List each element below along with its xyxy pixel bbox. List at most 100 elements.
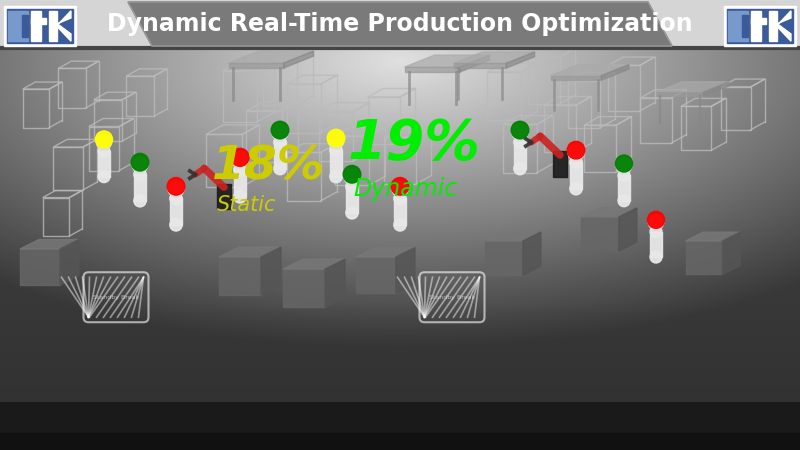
Bar	[686, 241, 722, 274]
Polygon shape	[619, 208, 637, 251]
Bar	[584, 125, 616, 172]
Polygon shape	[523, 232, 541, 275]
Circle shape	[330, 171, 342, 183]
Circle shape	[274, 136, 286, 149]
Bar	[53, 147, 83, 190]
Circle shape	[170, 219, 182, 231]
Bar	[721, 87, 751, 130]
Circle shape	[328, 133, 344, 148]
Polygon shape	[57, 11, 71, 26]
Circle shape	[394, 219, 406, 231]
Polygon shape	[219, 247, 281, 257]
Circle shape	[616, 158, 632, 174]
Circle shape	[168, 181, 184, 197]
Circle shape	[648, 215, 664, 230]
Circle shape	[234, 190, 246, 203]
Bar	[514, 142, 526, 169]
Bar	[0, 0, 800, 48]
Bar	[727, 9, 793, 43]
Circle shape	[98, 171, 110, 183]
Circle shape	[618, 169, 630, 181]
Circle shape	[271, 121, 289, 139]
Bar	[98, 151, 110, 177]
Circle shape	[618, 195, 630, 207]
Bar	[274, 142, 286, 169]
Bar	[485, 241, 523, 275]
Bar	[31, 18, 46, 24]
Circle shape	[272, 125, 288, 140]
Bar	[134, 174, 146, 201]
Polygon shape	[229, 51, 314, 63]
Bar	[618, 175, 630, 201]
Bar	[42, 198, 70, 236]
Bar	[657, 92, 703, 96]
Bar	[219, 257, 261, 295]
Circle shape	[343, 166, 361, 183]
Text: Standby Break: Standby Break	[93, 295, 139, 300]
Bar	[335, 136, 369, 185]
Polygon shape	[459, 55, 490, 72]
Bar	[528, 57, 560, 104]
Circle shape	[647, 212, 665, 228]
Circle shape	[327, 129, 345, 147]
Polygon shape	[550, 64, 629, 76]
Circle shape	[132, 157, 148, 173]
Bar	[570, 162, 582, 189]
Circle shape	[134, 194, 146, 207]
Bar	[751, 18, 766, 24]
Bar	[330, 150, 342, 177]
Bar	[287, 84, 321, 132]
Bar	[728, 11, 749, 41]
Bar	[234, 170, 246, 197]
Polygon shape	[128, 2, 672, 46]
Polygon shape	[485, 232, 541, 241]
Bar	[0, 433, 800, 450]
Bar	[608, 65, 640, 111]
Polygon shape	[283, 51, 314, 68]
Bar	[49, 11, 57, 41]
Circle shape	[570, 156, 582, 168]
Circle shape	[231, 148, 249, 166]
Polygon shape	[581, 208, 637, 217]
Bar	[263, 55, 297, 105]
Polygon shape	[20, 239, 79, 249]
Bar	[641, 98, 671, 143]
Bar	[7, 9, 73, 43]
Circle shape	[274, 162, 286, 175]
Circle shape	[650, 251, 662, 263]
Circle shape	[615, 155, 633, 172]
Polygon shape	[60, 239, 79, 285]
Bar	[769, 11, 777, 41]
Circle shape	[134, 168, 146, 180]
Bar	[742, 15, 749, 37]
Circle shape	[131, 153, 149, 171]
Bar	[89, 126, 119, 171]
Bar	[22, 89, 50, 127]
Circle shape	[346, 207, 358, 219]
Polygon shape	[261, 247, 281, 295]
Bar	[246, 111, 282, 162]
Bar	[487, 72, 521, 121]
Circle shape	[95, 131, 113, 148]
Text: Dynamic Real-Time Production Optimization: Dynamic Real-Time Production Optimizatio…	[107, 12, 693, 36]
Bar	[217, 184, 231, 209]
Bar	[31, 11, 41, 41]
Polygon shape	[703, 82, 729, 96]
Circle shape	[344, 169, 360, 185]
Bar	[394, 198, 406, 225]
Bar	[568, 81, 600, 128]
Circle shape	[167, 178, 185, 195]
Polygon shape	[283, 259, 345, 269]
Circle shape	[394, 192, 406, 205]
Polygon shape	[356, 248, 415, 257]
Circle shape	[234, 163, 246, 176]
Bar	[550, 76, 602, 80]
Circle shape	[567, 141, 585, 159]
Bar	[405, 67, 459, 72]
Circle shape	[511, 121, 529, 139]
Polygon shape	[454, 52, 534, 63]
Polygon shape	[325, 259, 345, 307]
Bar	[229, 63, 283, 68]
Text: 19%: 19%	[348, 117, 481, 171]
Bar	[544, 105, 576, 152]
